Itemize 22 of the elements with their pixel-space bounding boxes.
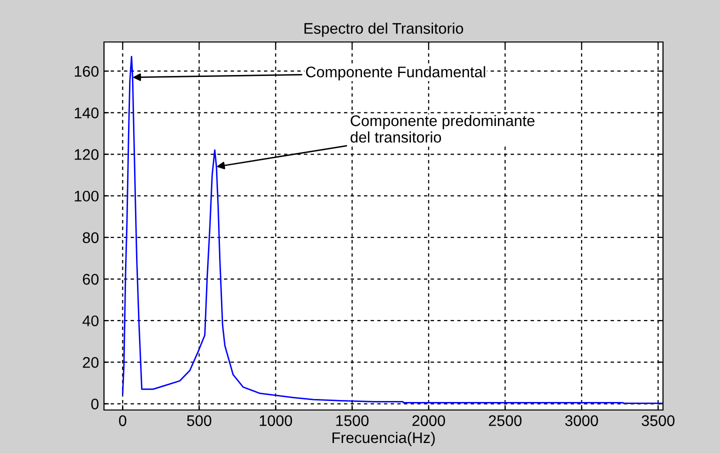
y-tick-label: 20 bbox=[82, 357, 99, 368]
x-tick-label: 1500 bbox=[336, 415, 369, 426]
y-tick-label: 160 bbox=[74, 66, 99, 77]
x-tick-label: 1000 bbox=[260, 415, 292, 426]
x-tick-label: 2000 bbox=[412, 415, 446, 426]
y-tick-label: 80 bbox=[82, 232, 99, 244]
y-tick-label: 40 bbox=[82, 315, 99, 326]
x-tick-label: 2500 bbox=[488, 415, 522, 426]
x-tick-label: 0 bbox=[119, 415, 126, 426]
x-tick-label: 500 bbox=[187, 415, 212, 426]
chart-title: Espectro del Transitorio bbox=[304, 22, 464, 37]
annotation: Componente Fundamental bbox=[306, 66, 486, 80]
line-series bbox=[122, 56, 663, 404]
y-tick-label: 0 bbox=[91, 398, 99, 410]
x-tick-label: 3000 bbox=[565, 415, 598, 426]
y-tick-label: 100 bbox=[74, 190, 99, 202]
y-tick-label: 60 bbox=[82, 274, 99, 285]
annotation: Componente predominante del transitorio bbox=[350, 114, 534, 143]
y-tick-label: 120 bbox=[74, 149, 99, 160]
x-tick-label: 3500 bbox=[642, 415, 674, 426]
x-axis-title: Frecuencia(Hz) bbox=[332, 432, 435, 446]
y-tick-label: 140 bbox=[74, 108, 99, 118]
